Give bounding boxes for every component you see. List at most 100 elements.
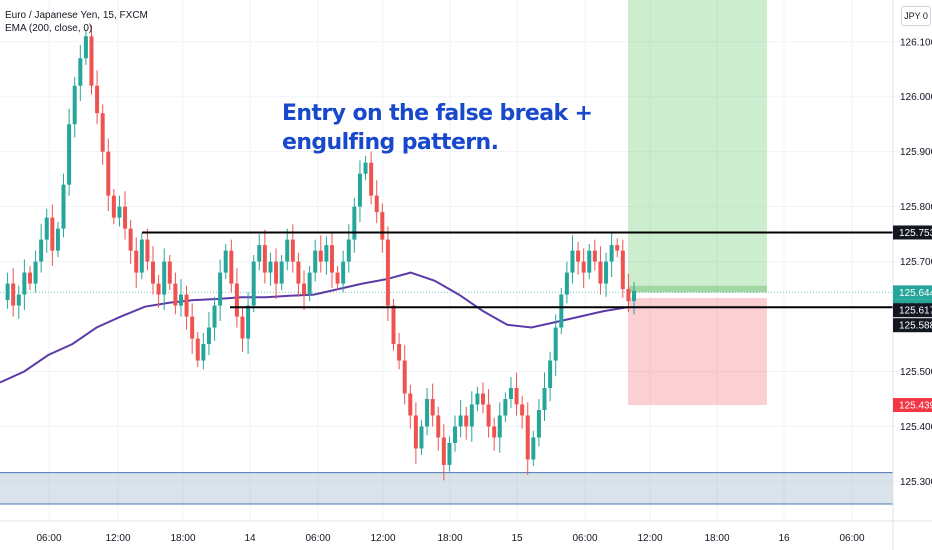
candle-body [514,388,519,405]
candle-body [234,283,239,317]
price-label-tag: 125.439 [893,398,932,413]
candle-body [520,404,525,416]
candle-body [486,404,491,427]
price-label-tag: 125.753 [893,225,932,240]
candle-body [542,388,547,410]
chart-annotation: Entry on the false break + engulfing pat… [282,101,593,155]
candle-body [212,305,217,328]
x-tick-label: 06:00 [572,533,597,544]
candle-body [296,261,301,284]
candle-body [419,426,424,449]
candle-body [587,250,592,273]
candle-body [206,327,211,345]
price-label-tag: 125.588 [893,318,932,333]
candle-body [391,305,396,345]
candle-body [536,409,541,438]
candle-body [201,344,206,361]
stop-zone [628,297,767,406]
x-tick-label: 06:00 [36,533,61,544]
candle-body [229,250,234,284]
candle-body [134,250,139,273]
x-tick-label: 12:00 [370,533,395,544]
candle-body [11,283,16,306]
y-tick-label: 125.900 [900,147,932,158]
candle-body [402,360,407,394]
candle-body [246,305,251,339]
candle-body [290,239,295,262]
candle-body [341,261,346,284]
candle-body [268,261,273,273]
candle-body [111,195,116,218]
candle-body [576,250,581,262]
candle-body [61,184,66,229]
candle-body [335,272,340,284]
y-tick-label: 125.800 [900,202,932,213]
candle-body [318,250,323,262]
chart-legend: Euro / Japanese Yen, 15, FXCM EMA (200, … [5,9,148,35]
price-label-bg [893,303,932,318]
grid-lines [0,0,921,521]
candle-body [156,283,161,295]
candles-layer [5,25,636,481]
candle-body [151,261,156,284]
candle-body [285,239,290,262]
candle-body [604,261,609,284]
candle-body [480,393,485,405]
candle-body [380,212,385,240]
candle-body [620,250,625,290]
price-label-bg [893,398,932,413]
x-tick-label: 06:00 [305,533,330,544]
x-tick-label: 18:00 [437,533,462,544]
candle-body [240,316,245,339]
candle-body [430,398,435,416]
candle-body [302,283,307,295]
candle-body [167,261,172,284]
candle-body [33,261,38,284]
candle-body [39,239,44,262]
candle-body [251,261,256,306]
candle-body [106,151,111,196]
candle-body [503,398,508,416]
candle-body [592,250,597,262]
ema-layer [0,271,629,384]
x-tick-label: 12:00 [105,533,130,544]
price-label-text: 125.753 [899,228,932,239]
candle-body [89,36,94,86]
candle-body [274,261,279,284]
target-zone [628,0,767,293]
target-zone-band [628,285,767,293]
candle-body [184,294,189,317]
candle-body [458,415,463,427]
x-tick-label: 14 [244,533,256,544]
price-label-text: 125.644 [899,288,932,299]
candle-body [279,261,284,284]
candle-body [453,426,458,443]
candle-body [447,442,452,465]
demand-zone [0,472,893,504]
zones-layer [0,0,893,505]
candle-body [475,393,480,405]
y-tick-label: 126.100 [900,37,932,48]
candle-body [100,113,105,152]
currency-button[interactable]: JPY 0 [901,6,931,26]
candle-body [464,415,469,427]
candle-body [22,272,27,295]
price-label-bg [893,225,932,240]
x-tick-label: 06:00 [839,533,864,544]
x-tick-label: 15 [511,533,523,544]
candle-body [497,415,502,438]
candle-body [632,290,636,302]
symbol-title: Euro / Japanese Yen, 15, FXCM [5,10,148,21]
candle-body [436,415,441,438]
candle-body [262,245,267,273]
indicator-label: EMA (200, close, 0) [5,23,93,34]
y-tick-label: 125.400 [900,422,932,433]
candle-body [257,245,262,262]
candle-body [145,239,150,262]
candle-body [525,415,530,460]
candle-body [363,162,368,174]
candle-body [123,206,128,229]
candle-body [128,228,133,251]
candle-body [581,261,586,273]
